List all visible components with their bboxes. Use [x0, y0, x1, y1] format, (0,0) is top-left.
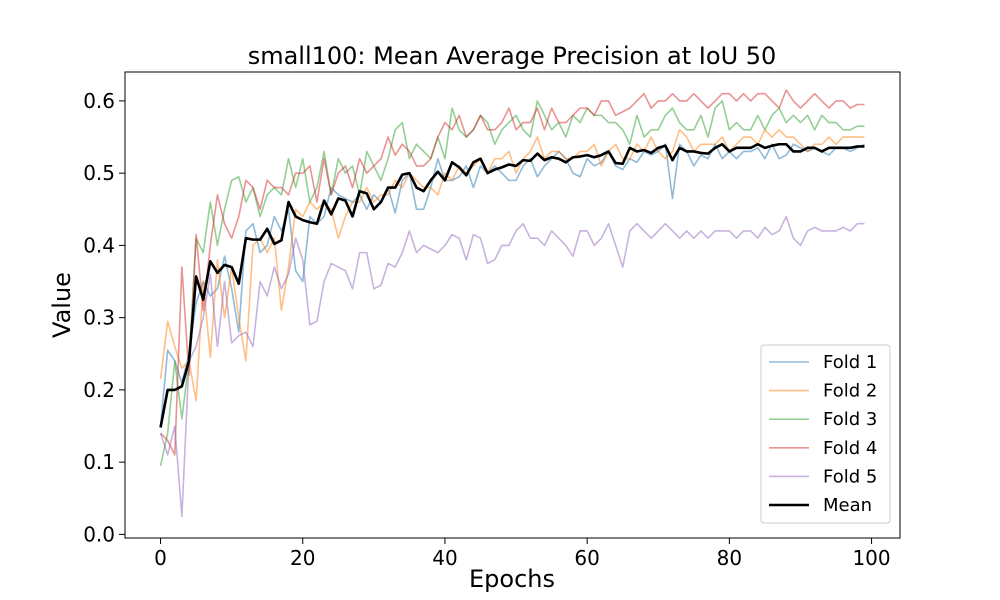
- series-line-mean: [159, 142, 865, 428]
- x-tick-label: 100: [852, 546, 890, 570]
- x-tick-label: 60: [574, 546, 599, 570]
- x-tick-label: 40: [432, 546, 457, 570]
- series-line-fold-5: [159, 215, 865, 518]
- chart-title: small100: Mean Average Precision at IoU …: [248, 42, 777, 70]
- legend-box: [760, 344, 891, 524]
- x-axis: 0 20 40 60 80 100: [154, 538, 891, 570]
- y-axis: 0.0 0.1 0.2 0.3 0.4 0.5 0.6: [83, 89, 125, 546]
- x-tick-label: 0: [154, 546, 167, 570]
- y-tick-label: 0.5: [83, 161, 115, 185]
- plot-frame: [124, 71, 901, 539]
- y-tick-label: 0.1: [83, 450, 115, 474]
- y-tick-label: 0.4: [83, 233, 115, 257]
- series-group: [159, 89, 865, 518]
- y-tick-label: 0.0: [83, 522, 115, 546]
- legend-label: Fold 1: [823, 352, 877, 373]
- legend-label: Fold 2: [823, 381, 877, 402]
- y-axis-title: Value: [48, 272, 76, 338]
- series-line-fold-1: [159, 143, 865, 427]
- plot-area: [124, 71, 901, 539]
- legend-label: Fold 3: [823, 409, 877, 430]
- x-axis-title: Epochs: [469, 565, 555, 593]
- series-line-fold-2: [159, 129, 865, 402]
- series-line-fold-4: [159, 89, 865, 456]
- legend-label: Mean: [823, 495, 872, 516]
- legend-label: Fold 5: [823, 466, 877, 487]
- legend-label: Fold 4: [823, 438, 877, 459]
- x-tick-label: 80: [717, 546, 742, 570]
- y-tick-label: 0.3: [83, 306, 115, 330]
- y-tick-label: 0.6: [83, 89, 115, 113]
- x-tick-label: 20: [290, 546, 315, 570]
- y-tick-label: 0.2: [83, 378, 115, 402]
- legend: Fold 1 Fold 2 Fold 3 Fold 4 Fold 5 Mean: [760, 344, 891, 524]
